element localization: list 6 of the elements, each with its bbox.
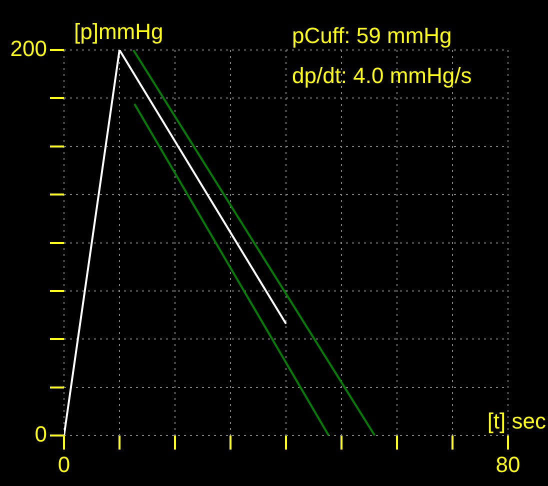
text: pCuff: 59 mmHg [292,23,452,48]
x-axis-title: [t] sec [487,408,546,434]
y-axis-title: [p]mmHg [74,19,164,44]
annotation: dp/dt: 4.0 mmHg/s [292,63,472,88]
x-tick-label: 80 [496,452,520,477]
y-tick-label: 200 [10,36,47,62]
